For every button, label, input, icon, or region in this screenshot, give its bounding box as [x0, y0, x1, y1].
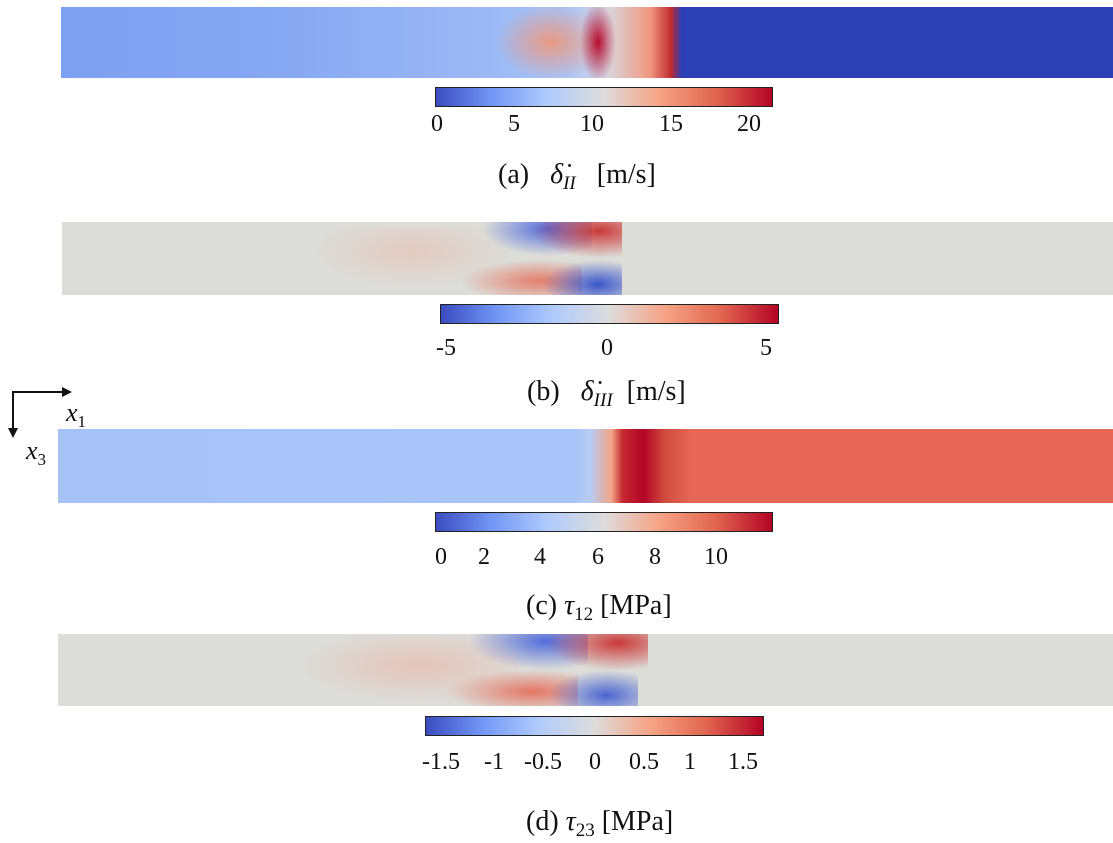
- coordinate-axes-icon: [8, 387, 72, 438]
- panel-b-blue-lobe-lower: [542, 260, 622, 295]
- axis-label-x3: x3: [26, 436, 47, 469]
- colorbar-tick-label: 8: [649, 544, 661, 570]
- colorbar-tick-label: -1.5: [422, 749, 460, 775]
- caption-letter: (a): [498, 159, 530, 190]
- panel-b-caption: (b) δ̇III [m/s]: [527, 376, 686, 411]
- panel-b-colorbar: [440, 304, 779, 324]
- panel-b-slip-rate-field: [62, 222, 1113, 295]
- colorbar-tick-label: 4: [534, 544, 546, 570]
- colorbar-tick-label: 2: [478, 544, 490, 570]
- panel-a-colorbar-ticks: 0 5 10 15 20: [431, 111, 773, 138]
- colorbar-tick-label: 1.5: [728, 749, 758, 775]
- colorbar-tick-label: 15: [659, 111, 683, 137]
- panel-d-colorbar: [425, 716, 764, 736]
- axis-label-x1: x1: [66, 398, 87, 431]
- caption-unit: [MPa]: [601, 806, 674, 837]
- colorbar-tick-label: 20: [737, 111, 761, 137]
- panel-d-colorbar-ticks: -1.5 -1 -0.5 0 0.5 1 1.5: [422, 749, 764, 776]
- caption-symbol: δ̇: [550, 159, 564, 190]
- panel-d-blue-lobe-lower: [548, 670, 638, 706]
- colorbar-tick-label: 0: [589, 749, 601, 775]
- panel-b-colorbar-ticks: -5 0 5: [436, 335, 779, 362]
- caption-unit: [MPa]: [600, 590, 672, 621]
- panel-c-colorbar: [435, 512, 773, 532]
- colorbar-tick-label: 10: [580, 111, 604, 137]
- colorbar-tick-label: 0: [601, 335, 613, 361]
- panel-d-red-lobe-upper: [548, 634, 648, 670]
- caption-symbol: τ: [565, 806, 576, 837]
- caption-subscript: III: [593, 390, 613, 411]
- colorbar-tick-label: -0.5: [524, 749, 562, 775]
- panel-a-slip-rate-field: [61, 7, 1113, 78]
- colorbar-tick-label: 0.5: [629, 749, 659, 775]
- panel-b-red-lobe-upper: [532, 222, 622, 258]
- colorbar-tick-label: -1: [484, 749, 504, 775]
- colorbar-tick-label: 5: [508, 111, 520, 137]
- caption-letter: (d): [526, 806, 559, 837]
- colorbar-tick-label: 1: [684, 749, 696, 775]
- panel-a-colorbar: [435, 87, 773, 107]
- caption-symbol: τ: [564, 590, 575, 621]
- panel-d-caption: (d) τ23 [MPa]: [526, 806, 674, 841]
- caption-unit: [m/s]: [596, 159, 656, 190]
- panel-c-caption: (c) τ12 [MPa]: [526, 590, 672, 625]
- colorbar-tick-label: 10: [704, 544, 728, 570]
- panel-b-faint-ripple: [312, 227, 512, 287]
- caption-subscript: 12: [574, 604, 594, 625]
- caption-letter: (b): [527, 376, 560, 407]
- colorbar-tick-label: 6: [592, 544, 604, 570]
- caption-subscript: II: [563, 173, 576, 194]
- caption-unit: [m/s]: [626, 376, 686, 407]
- panel-c-colorbar-ticks: 0 2 4 6 8 10: [435, 545, 773, 571]
- caption-subscript: 23: [575, 820, 595, 841]
- colorbar-tick-label: 0: [431, 111, 443, 137]
- panel-d-faint-ripple: [298, 636, 518, 702]
- panel-a-caption: (a) δ̇II [m/s]: [498, 159, 656, 194]
- caption-letter: (c): [526, 590, 558, 621]
- colorbar-tick-label: 5: [760, 335, 772, 361]
- panel-d-shear-stress-field: [58, 634, 1113, 706]
- panel-c-shear-stress-field: [58, 429, 1113, 503]
- colorbar-tick-label: -5: [436, 335, 456, 361]
- caption-symbol: δ̇: [580, 376, 594, 407]
- colorbar-tick-label: 0: [435, 544, 447, 570]
